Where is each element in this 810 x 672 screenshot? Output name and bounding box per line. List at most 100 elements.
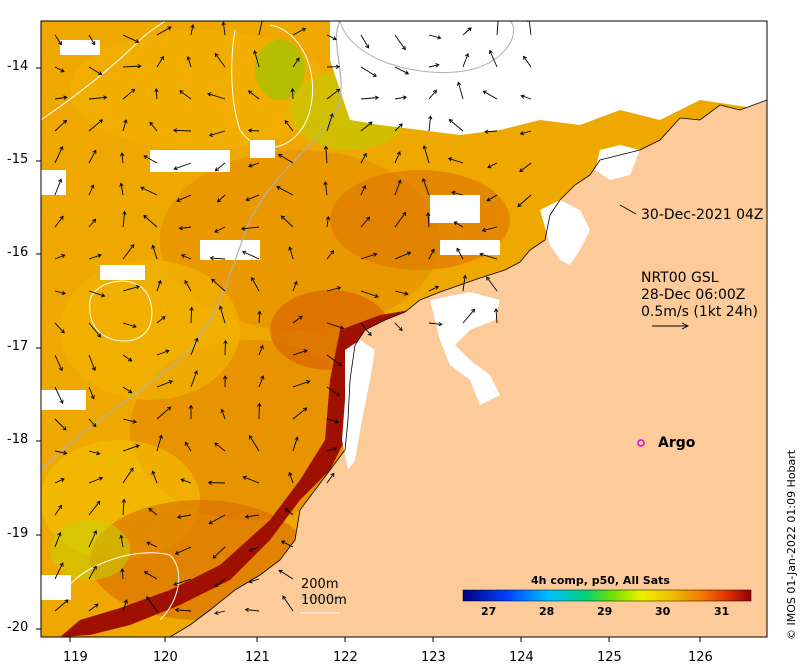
current-arrow <box>54 354 63 371</box>
current-arrow-head <box>57 532 62 537</box>
current-arrow-head <box>479 252 484 257</box>
current-arrow-head <box>323 181 328 186</box>
current-arrow <box>214 53 226 68</box>
current-arrow <box>54 66 65 72</box>
current-arrow-head <box>365 44 370 49</box>
current-arrow-head <box>92 423 97 428</box>
current-arrow-head <box>367 331 372 337</box>
current-arrow-head <box>208 520 213 525</box>
current-arrow-head <box>402 211 407 217</box>
current-arrow <box>517 194 532 207</box>
current-arrow <box>248 90 260 100</box>
y-tick-label: -20 <box>7 620 29 635</box>
current-arrow-head <box>494 308 499 313</box>
current-arrow <box>428 116 432 132</box>
current-arrow <box>214 442 226 452</box>
current-arrow-head <box>448 119 453 124</box>
current-arrow <box>360 34 369 49</box>
current-arrow <box>449 119 464 132</box>
current-arrow <box>360 97 379 100</box>
current-arrow <box>88 501 101 516</box>
x-tick-label: 119 <box>63 650 88 665</box>
current-arrow-head <box>244 607 249 613</box>
timestamp-leader <box>619 204 637 215</box>
current-arrow-head <box>294 436 299 441</box>
current-arrow <box>258 311 261 324</box>
current-arrow-head <box>244 514 250 519</box>
current-arrow-head <box>397 179 402 184</box>
current-arrow-head <box>247 90 253 95</box>
current-arrow <box>181 254 192 260</box>
current-arrow <box>278 154 294 164</box>
current-arrow <box>241 226 260 230</box>
current-arrow-head <box>157 279 162 285</box>
current-arrow <box>122 119 127 132</box>
current-arrow-head <box>404 70 410 75</box>
current-arrow-head <box>129 467 134 472</box>
current-arrow <box>156 280 162 292</box>
current-arrow-head <box>149 121 154 126</box>
current-arrow <box>457 82 464 100</box>
current-arrow <box>156 406 171 420</box>
current-arrow-head <box>209 255 214 261</box>
current-arrow <box>54 478 65 484</box>
current-arrow-head <box>167 26 172 31</box>
current-arrow-head <box>160 55 164 60</box>
current-arrow-head <box>59 562 64 567</box>
current-arrow-head <box>135 444 140 449</box>
current-arrow-head <box>208 132 214 137</box>
current-arrow <box>487 162 498 168</box>
current-arrow <box>251 277 260 292</box>
current-arrow <box>54 254 65 260</box>
x-tick-label: 126 <box>688 650 713 665</box>
current-arrow-head <box>91 41 96 46</box>
current-arrow <box>394 151 401 164</box>
current-arrow <box>462 53 469 68</box>
coastline <box>169 99 767 637</box>
bathymetry-contours <box>41 21 515 621</box>
current-arrow-head <box>207 480 213 485</box>
current-arrow <box>285 507 294 516</box>
current-arrow <box>88 254 102 260</box>
current-arrow <box>394 180 401 196</box>
current-arrow-head <box>63 95 68 100</box>
current-arrow <box>122 386 132 394</box>
current-arrow <box>428 64 439 68</box>
current-arrow <box>360 185 366 196</box>
current-arrow <box>278 569 294 580</box>
current-arrow-head <box>176 197 181 202</box>
current-arrow <box>462 275 466 292</box>
current-arrow-head <box>120 568 125 573</box>
current-arrow <box>427 212 430 228</box>
axis-ticks <box>36 67 701 642</box>
current-arrow <box>360 153 367 164</box>
current-arrow <box>284 120 294 132</box>
current-arrow <box>326 322 344 329</box>
current-arrow <box>156 26 172 36</box>
current-arrow <box>258 345 264 356</box>
current-arrow <box>88 184 94 196</box>
current-arrow-head <box>91 366 96 372</box>
current-arrow <box>325 146 328 164</box>
current-arrow-head <box>306 380 311 385</box>
current-arrow-head <box>214 442 219 447</box>
current-arrow-head <box>173 166 178 171</box>
current-arrow-head <box>103 95 108 100</box>
current-arrow-head <box>398 123 403 128</box>
current-arrow-head <box>221 21 226 26</box>
credit-text: © IMOS 01-Jan-2022 01:09 Hobart <box>785 449 798 640</box>
current-arrow-head <box>249 435 253 440</box>
current-arrow-head <box>332 446 338 451</box>
current-arrow <box>292 349 308 356</box>
current-arrow-head <box>284 119 289 125</box>
current-arrow <box>214 578 226 588</box>
current-arrow-head <box>257 402 262 407</box>
current-arrow <box>122 211 126 228</box>
current-arrow-head <box>339 325 345 330</box>
current-arrow-head <box>214 583 219 588</box>
current-arrow <box>292 437 298 452</box>
current-arrow <box>282 595 294 612</box>
current-arrow-head <box>242 475 247 480</box>
current-arrow <box>292 315 303 324</box>
current-arrow-head <box>90 395 95 400</box>
